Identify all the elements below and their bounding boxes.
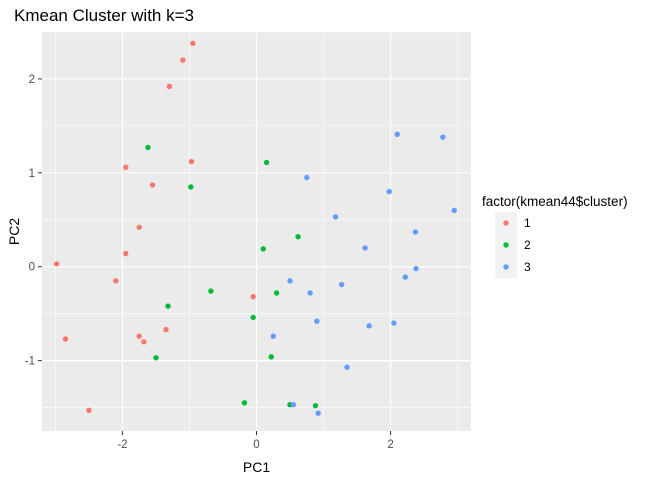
data-point-cluster-3 bbox=[362, 245, 368, 251]
data-point-cluster-2 bbox=[241, 400, 248, 406]
data-point-cluster-1 bbox=[141, 339, 147, 345]
data-point-cluster-1 bbox=[190, 40, 196, 46]
data-point-cluster-1 bbox=[149, 182, 156, 188]
x-tick-label: 0 bbox=[253, 439, 259, 451]
data-point-cluster-2 bbox=[268, 354, 274, 360]
data-point-cluster-2 bbox=[260, 246, 266, 252]
data-point-cluster-1 bbox=[123, 250, 129, 257]
legend-label-2: 2 bbox=[524, 238, 531, 252]
data-point-cluster-2 bbox=[250, 314, 256, 321]
legend-title: factor(kmean44$cluster) bbox=[482, 194, 628, 209]
legend-marker-1 bbox=[503, 220, 509, 226]
legend: factor(kmean44$cluster) 1 2 3 bbox=[482, 194, 628, 278]
data-point-cluster-3 bbox=[270, 333, 276, 339]
data-point-cluster-1 bbox=[163, 326, 169, 333]
data-points bbox=[54, 40, 457, 416]
major-gridlines bbox=[42, 32, 471, 431]
data-point-cluster-2 bbox=[263, 159, 270, 166]
data-point-cluster-1 bbox=[136, 333, 142, 339]
data-point-cluster-3 bbox=[290, 402, 297, 408]
data-point-cluster-1 bbox=[54, 261, 60, 267]
data-point-cluster-3 bbox=[344, 364, 350, 370]
data-point-cluster-2 bbox=[312, 402, 319, 409]
legend-label-1: 1 bbox=[524, 216, 531, 230]
data-point-cluster-2 bbox=[273, 290, 280, 296]
data-point-cluster-3 bbox=[332, 214, 339, 220]
data-point-cluster-1 bbox=[113, 278, 119, 284]
legend-marker-2 bbox=[503, 242, 509, 248]
x-tick-label: 2 bbox=[387, 439, 393, 451]
data-point-cluster-3 bbox=[451, 207, 457, 214]
y-axis-title: PC2 bbox=[6, 218, 22, 245]
data-point-cluster-1 bbox=[62, 336, 69, 342]
x-tick-label: -2 bbox=[117, 439, 127, 451]
data-point-cluster-2 bbox=[145, 144, 151, 151]
data-point-cluster-1 bbox=[86, 407, 92, 414]
y-axis-ticks: -1 0 1 2 bbox=[25, 74, 42, 368]
data-point-cluster-1 bbox=[136, 224, 142, 230]
data-point-cluster-3 bbox=[338, 281, 345, 288]
data-point-cluster-3 bbox=[386, 188, 392, 195]
data-point-cluster-1 bbox=[250, 294, 256, 300]
y-tick-label: 2 bbox=[29, 74, 35, 86]
legend-marker-3 bbox=[503, 264, 509, 270]
data-point-cluster-3 bbox=[412, 229, 419, 235]
data-point-cluster-3 bbox=[314, 318, 320, 324]
data-point-cluster-3 bbox=[304, 174, 310, 181]
data-point-cluster-1 bbox=[188, 158, 195, 165]
data-point-cluster-3 bbox=[287, 278, 293, 284]
data-point-cluster-1 bbox=[166, 83, 173, 90]
legend-label-3: 3 bbox=[524, 260, 531, 274]
data-point-cluster-3 bbox=[413, 265, 419, 272]
data-point-cluster-2 bbox=[188, 184, 194, 190]
data-point-cluster-3 bbox=[307, 290, 313, 296]
x-axis-title: PC1 bbox=[243, 459, 270, 475]
data-point-cluster-2 bbox=[295, 233, 301, 240]
x-axis-ticks: -2 0 2 bbox=[117, 431, 394, 451]
y-tick-label: 0 bbox=[29, 262, 35, 274]
y-tick-label: 1 bbox=[29, 168, 35, 180]
data-point-cluster-3 bbox=[315, 410, 321, 416]
data-point-cluster-3 bbox=[402, 274, 409, 280]
data-point-cluster-3 bbox=[394, 131, 400, 138]
data-point-cluster-1 bbox=[123, 164, 129, 170]
data-point-cluster-1 bbox=[180, 57, 186, 63]
data-point-cluster-2 bbox=[208, 288, 214, 294]
data-point-cluster-2 bbox=[165, 303, 171, 309]
data-point-cluster-3 bbox=[391, 320, 397, 326]
y-tick-label: -1 bbox=[25, 356, 35, 368]
data-point-cluster-2 bbox=[153, 355, 159, 361]
data-point-cluster-3 bbox=[440, 134, 446, 140]
data-point-cluster-3 bbox=[366, 323, 372, 329]
chart-title: Kmean Cluster with k=3 bbox=[14, 6, 194, 25]
